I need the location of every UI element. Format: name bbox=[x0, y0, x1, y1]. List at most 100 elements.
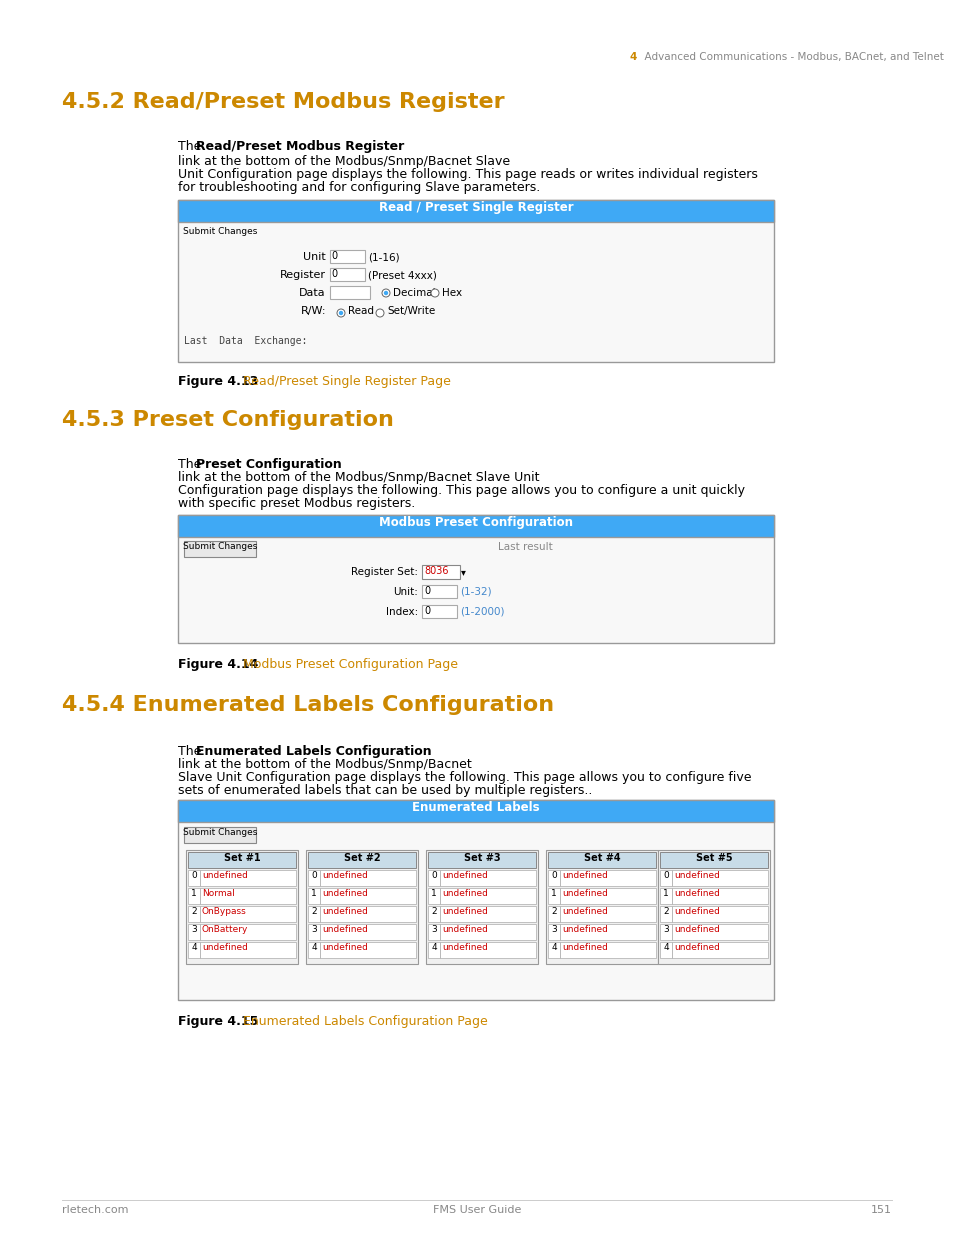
Text: OnBypass: OnBypass bbox=[202, 906, 247, 916]
Text: Data: Data bbox=[299, 288, 326, 298]
Text: FMS User Guide: FMS User Guide bbox=[433, 1205, 520, 1215]
Text: Set #1: Set #1 bbox=[223, 853, 260, 863]
FancyBboxPatch shape bbox=[184, 541, 255, 557]
Text: Set #2: Set #2 bbox=[343, 853, 380, 863]
Text: link at the bottom of the Modbus/Snmp/Bacnet: link at the bottom of the Modbus/Snmp/Ba… bbox=[178, 758, 471, 771]
Text: Submit Changes: Submit Changes bbox=[183, 227, 257, 236]
Text: 3: 3 bbox=[191, 925, 196, 934]
Text: 4.5.3 Preset Configuration: 4.5.3 Preset Configuration bbox=[62, 410, 394, 430]
Text: for troubleshooting and for configuring Slave parameters.: for troubleshooting and for configuring … bbox=[178, 182, 539, 194]
Text: 151: 151 bbox=[870, 1205, 891, 1215]
Text: Read/Preset Single Register Page: Read/Preset Single Register Page bbox=[243, 375, 451, 388]
Text: The: The bbox=[178, 140, 205, 153]
FancyBboxPatch shape bbox=[188, 888, 200, 904]
FancyBboxPatch shape bbox=[186, 850, 297, 965]
Circle shape bbox=[383, 290, 388, 295]
FancyBboxPatch shape bbox=[200, 906, 295, 923]
Text: Figure 4.15: Figure 4.15 bbox=[178, 1015, 258, 1028]
FancyBboxPatch shape bbox=[426, 850, 537, 965]
FancyBboxPatch shape bbox=[439, 924, 536, 940]
FancyBboxPatch shape bbox=[188, 924, 200, 940]
FancyBboxPatch shape bbox=[308, 869, 319, 885]
FancyBboxPatch shape bbox=[547, 888, 559, 904]
Text: Register Set:: Register Set: bbox=[351, 567, 417, 577]
FancyBboxPatch shape bbox=[306, 850, 417, 965]
FancyBboxPatch shape bbox=[200, 942, 295, 958]
FancyBboxPatch shape bbox=[319, 888, 416, 904]
FancyBboxPatch shape bbox=[319, 942, 416, 958]
Text: undefined: undefined bbox=[561, 889, 607, 898]
Text: 2: 2 bbox=[662, 906, 668, 916]
FancyBboxPatch shape bbox=[184, 226, 255, 242]
FancyBboxPatch shape bbox=[188, 906, 200, 923]
Text: undefined: undefined bbox=[561, 925, 607, 934]
FancyBboxPatch shape bbox=[330, 287, 370, 299]
Text: Modbus Preset Configuration: Modbus Preset Configuration bbox=[378, 516, 573, 529]
Text: Read/Preset Modbus Register: Read/Preset Modbus Register bbox=[195, 140, 404, 153]
Text: Slave Unit Configuration page displays the following. This page allows you to co: Slave Unit Configuration page displays t… bbox=[178, 771, 751, 784]
FancyBboxPatch shape bbox=[200, 869, 295, 885]
Circle shape bbox=[431, 289, 438, 296]
Circle shape bbox=[336, 309, 345, 317]
FancyBboxPatch shape bbox=[184, 827, 255, 844]
Text: 1: 1 bbox=[191, 889, 196, 898]
FancyBboxPatch shape bbox=[559, 906, 656, 923]
Text: 4: 4 bbox=[311, 944, 316, 952]
FancyBboxPatch shape bbox=[547, 942, 559, 958]
Text: 4: 4 bbox=[551, 944, 557, 952]
FancyBboxPatch shape bbox=[659, 888, 671, 904]
Text: Read: Read bbox=[348, 306, 374, 316]
Text: Hex: Hex bbox=[441, 288, 461, 298]
Text: Modbus Preset Configuration Page: Modbus Preset Configuration Page bbox=[243, 658, 457, 671]
Circle shape bbox=[375, 309, 384, 317]
FancyBboxPatch shape bbox=[178, 515, 773, 537]
FancyBboxPatch shape bbox=[547, 906, 559, 923]
Text: 0: 0 bbox=[191, 871, 196, 881]
Text: Set #3: Set #3 bbox=[463, 853, 499, 863]
Text: undefined: undefined bbox=[441, 944, 487, 952]
Text: (Preset 4xxx): (Preset 4xxx) bbox=[368, 270, 436, 280]
Text: OnBattery: OnBattery bbox=[202, 925, 248, 934]
FancyBboxPatch shape bbox=[178, 515, 773, 643]
Text: (1-32): (1-32) bbox=[459, 587, 491, 597]
Text: undefined: undefined bbox=[322, 889, 368, 898]
Text: 3: 3 bbox=[551, 925, 557, 934]
Text: undefined: undefined bbox=[202, 871, 248, 881]
FancyBboxPatch shape bbox=[428, 906, 439, 923]
Text: 1: 1 bbox=[311, 889, 316, 898]
Text: link at the bottom of the Modbus/Snmp/Bacnet Slave Unit: link at the bottom of the Modbus/Snmp/Ba… bbox=[178, 471, 539, 484]
Text: Set/Write: Set/Write bbox=[387, 306, 435, 316]
FancyBboxPatch shape bbox=[671, 869, 767, 885]
Text: 1: 1 bbox=[662, 889, 668, 898]
FancyBboxPatch shape bbox=[200, 924, 295, 940]
FancyBboxPatch shape bbox=[547, 869, 559, 885]
FancyBboxPatch shape bbox=[200, 888, 295, 904]
Text: 2: 2 bbox=[431, 906, 436, 916]
Text: undefined: undefined bbox=[673, 944, 720, 952]
FancyBboxPatch shape bbox=[671, 924, 767, 940]
FancyBboxPatch shape bbox=[188, 869, 200, 885]
Text: 3: 3 bbox=[662, 925, 668, 934]
Text: Configuration page displays the following. This page allows you to configure a u: Configuration page displays the followin… bbox=[178, 484, 744, 496]
Circle shape bbox=[381, 289, 390, 296]
FancyBboxPatch shape bbox=[671, 888, 767, 904]
Text: undefined: undefined bbox=[322, 925, 368, 934]
Text: undefined: undefined bbox=[561, 944, 607, 952]
FancyBboxPatch shape bbox=[439, 906, 536, 923]
FancyBboxPatch shape bbox=[659, 924, 671, 940]
Text: R/W:: R/W: bbox=[300, 306, 326, 316]
Text: Last  Data  Exchange:: Last Data Exchange: bbox=[184, 336, 307, 346]
Text: undefined: undefined bbox=[322, 906, 368, 916]
FancyBboxPatch shape bbox=[545, 850, 658, 965]
Text: Index:: Index: bbox=[385, 606, 417, 618]
Text: 0: 0 bbox=[423, 585, 430, 597]
FancyBboxPatch shape bbox=[659, 942, 671, 958]
Text: 0: 0 bbox=[311, 871, 316, 881]
FancyBboxPatch shape bbox=[319, 869, 416, 885]
Circle shape bbox=[338, 311, 343, 315]
FancyBboxPatch shape bbox=[547, 852, 656, 868]
FancyBboxPatch shape bbox=[330, 249, 365, 263]
Text: undefined: undefined bbox=[441, 925, 487, 934]
FancyBboxPatch shape bbox=[428, 942, 439, 958]
FancyBboxPatch shape bbox=[178, 200, 773, 362]
